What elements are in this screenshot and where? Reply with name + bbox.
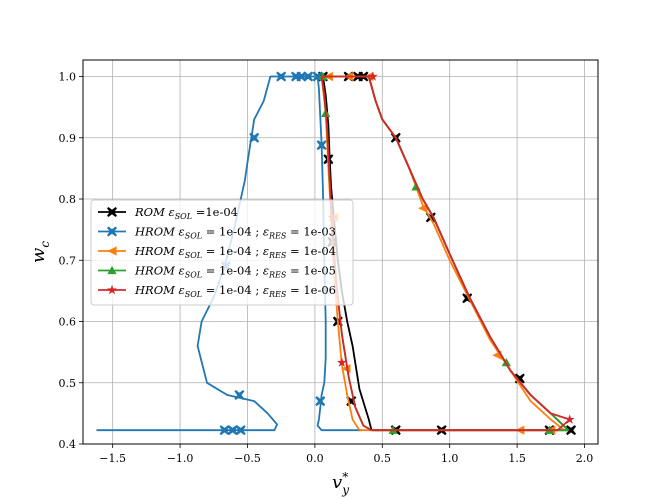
data-point	[234, 390, 245, 401]
legend-marker	[107, 265, 117, 275]
x-tick-label: −0.5	[234, 452, 261, 465]
y-tick-label: 0.7	[59, 254, 77, 267]
legend-label: HROM εSOL = 1e-04 ; εRES = 1e-05	[134, 264, 336, 280]
data-point	[418, 203, 428, 213]
series-line	[321, 75, 570, 432]
data-point	[336, 357, 347, 367]
y-tick-label: 0.5	[59, 377, 77, 390]
x-tick-label: −1.5	[99, 452, 126, 465]
x-tick-label: −1.0	[167, 452, 194, 465]
ticks: −1.5 −1.0 −0.5 0.0 0.5 1.0 1.5 2.0 0.4 0.5 0.6 0.7 0…	[59, 71, 594, 465]
y-tick-label: 0.4	[59, 438, 77, 451]
series-1	[96, 71, 363, 436]
x-axis-title: v* y	[332, 470, 349, 497]
legend: ROM εSOL =1e-04 HROM εSOL = 1e-04 ; εRES …	[90, 199, 354, 306]
x-tick-label: 2.0	[576, 452, 594, 465]
x-tick-label: 1.5	[508, 452, 526, 465]
series-line	[316, 76, 363, 432]
series-line	[321, 75, 571, 432]
data-point	[235, 425, 246, 436]
legend-marker	[107, 246, 117, 256]
data-point	[564, 414, 575, 424]
legend-label: HROM εSOL = 1e-04 ; εRES = 1e-06	[134, 283, 336, 299]
legend-label: HROM εSOL = 1e-04 ; εRES = 1e-03	[134, 225, 336, 241]
legend-box	[90, 199, 354, 306]
axes-frame	[82, 59, 599, 445]
x-tick-label: 1.0	[441, 452, 459, 465]
data-point	[227, 425, 238, 436]
data-point	[249, 132, 260, 143]
series-4	[320, 71, 575, 432]
legend-label: ROM εSOL =1e-04	[134, 205, 238, 221]
legend-marker	[107, 284, 117, 295]
x-tick-label: 0.5	[374, 452, 392, 465]
x-tick-label: 0.0	[306, 452, 324, 465]
y-tick-label: 0.6	[59, 316, 77, 329]
series-line	[96, 75, 315, 432]
legend-marker	[107, 207, 117, 217]
legend-marker	[107, 226, 117, 237]
legend-label: HROM εSOL = 1e-04 ; εRES = 1e-04	[134, 244, 336, 260]
data-point	[315, 396, 326, 407]
y-tick-label: 1.0	[59, 71, 77, 84]
data-point	[316, 140, 327, 151]
data-point	[219, 425, 230, 436]
y-axis-title: wc	[28, 241, 52, 263]
data-point	[276, 71, 287, 82]
data-point	[303, 71, 314, 82]
y-tick-label: 0.9	[59, 132, 77, 145]
data-point	[367, 71, 378, 81]
y-tick-label: 0.8	[59, 193, 77, 206]
series-3	[318, 71, 570, 434]
series-line	[323, 75, 570, 432]
